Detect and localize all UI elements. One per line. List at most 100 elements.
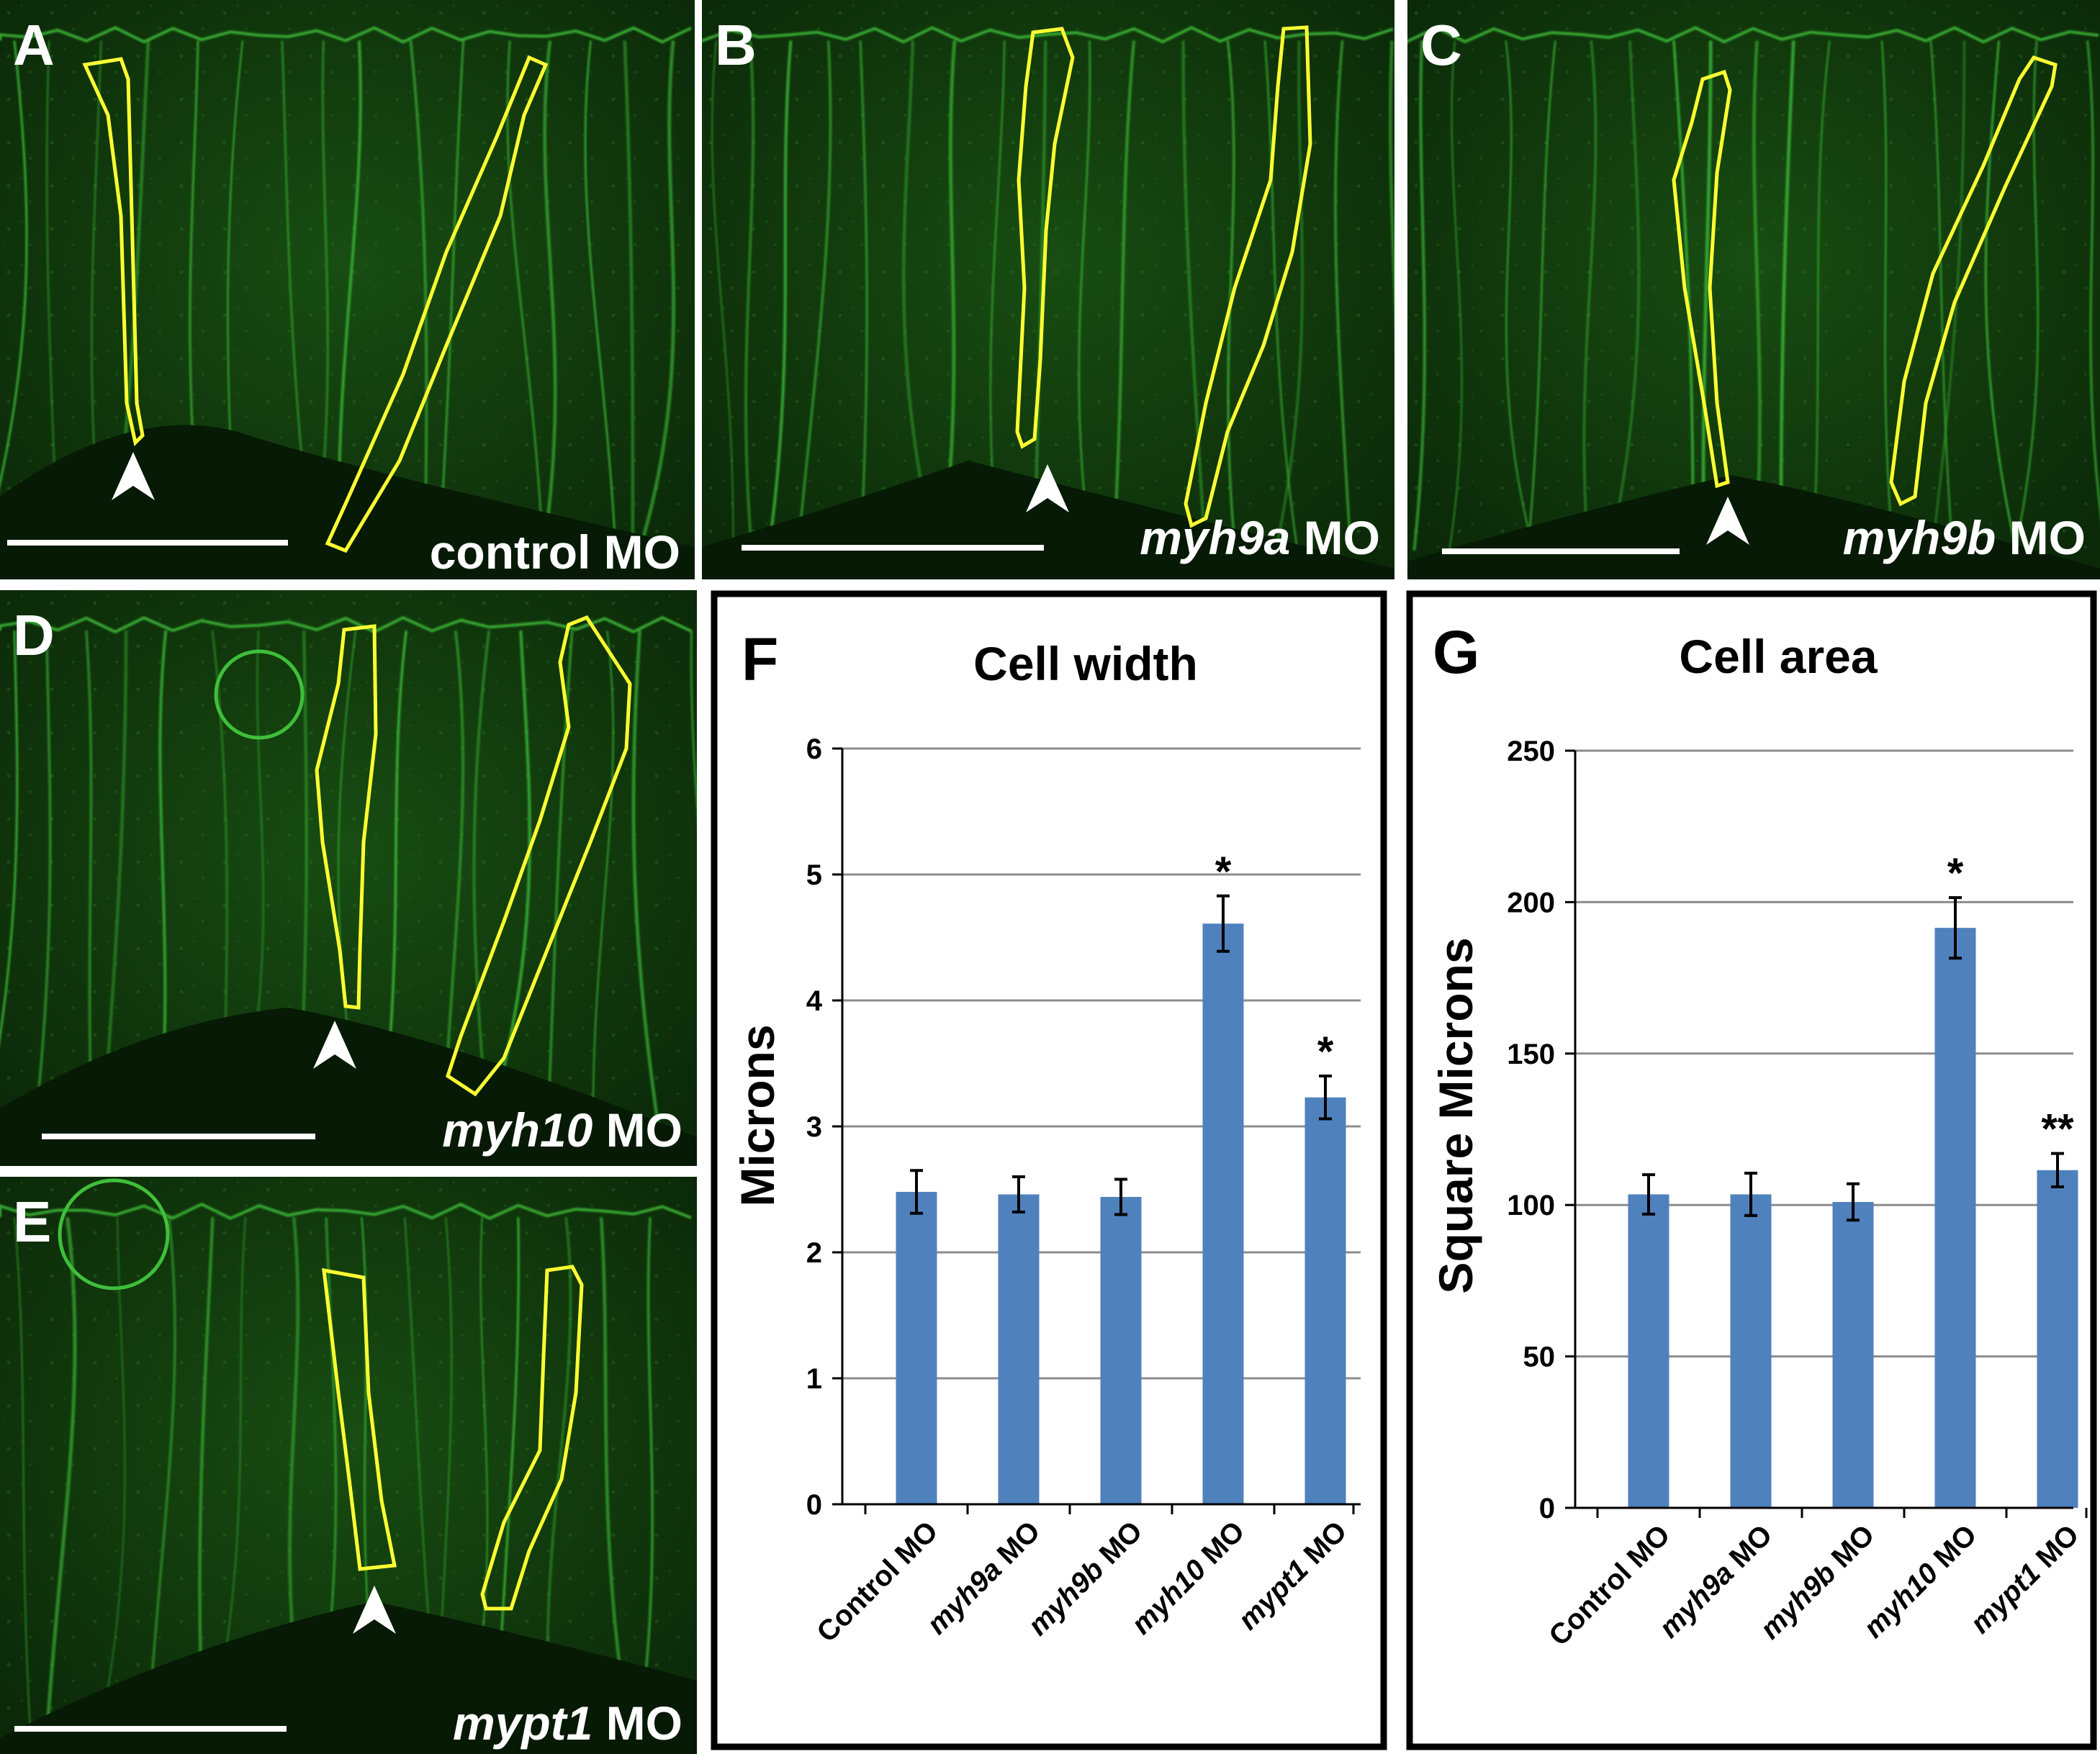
y-tick-label: 1	[806, 1363, 822, 1395]
lateral-membrane	[1448, 40, 1463, 551]
lateral-membrane	[690, 630, 697, 817]
lateral-membrane	[902, 40, 937, 551]
bar	[896, 1192, 937, 1504]
y-tick-label: 3	[806, 1111, 822, 1143]
apical-membrane	[0, 615, 692, 634]
bar	[1100, 1197, 1142, 1504]
lateral-membrane	[2086, 40, 2100, 518]
cell-outline	[1672, 69, 1732, 489]
panel-e-micrograph: E mypt1 MO	[0, 1177, 697, 1754]
bar	[1304, 1097, 1346, 1504]
lateral-membrane	[2014, 40, 2040, 551]
scale-bar	[7, 540, 288, 546]
chart-title: Cell width	[973, 637, 1198, 690]
y-tick-label: 5	[806, 859, 822, 891]
round-cell	[214, 649, 305, 740]
lateral-membrane	[623, 40, 635, 551]
significance-marker: *	[1317, 1029, 1334, 1075]
lateral-membrane	[0, 630, 19, 1044]
lateral-membrane	[45, 1216, 77, 1726]
scale-bar	[14, 1726, 287, 1732]
lateral-membrane	[546, 630, 574, 1138]
gene-name: myh10	[442, 1103, 592, 1157]
panel-condition-label: mypt1 MO	[453, 1696, 682, 1750]
bar	[998, 1194, 1040, 1504]
gene-name: myh9b	[1843, 511, 1996, 564]
y-tick-label: 0	[806, 1489, 822, 1521]
bar	[1832, 1201, 1874, 1508]
cell-membranes	[1407, 26, 2100, 551]
y-tick-label: 4	[806, 985, 823, 1017]
chart-title: Cell area	[1679, 630, 1878, 683]
significance-marker: *	[1215, 849, 1232, 895]
lateral-membrane	[147, 1216, 176, 1726]
label-suffix: MO	[592, 1103, 682, 1157]
panel-d-micrograph: D myh10 MO	[0, 590, 697, 1166]
cell-outline	[82, 57, 145, 447]
lateral-membrane	[1752, 40, 1762, 551]
lateral-membrane	[438, 40, 465, 551]
bar	[1202, 923, 1244, 1504]
panel-letter: C	[1420, 13, 1462, 77]
lateral-membrane	[1033, 40, 1047, 551]
lateral-membrane	[584, 40, 617, 551]
cell-outline	[325, 55, 549, 553]
chart-frame	[1406, 590, 2097, 1750]
significance-marker: **	[2041, 1106, 2074, 1153]
apical-dark-region	[0, 1601, 697, 1754]
lateral-membrane	[767, 40, 793, 551]
chart-panel-letter: G	[1433, 618, 1479, 686]
lateral-membrane	[631, 630, 662, 1138]
lateral-membrane	[599, 1216, 630, 1726]
lateral-membrane	[198, 1217, 215, 1725]
arrowhead-icon	[1026, 464, 1069, 512]
y-tick-label: 2	[806, 1237, 822, 1269]
cell-outline	[1015, 27, 1075, 449]
lateral-membrane	[1582, 40, 1597, 551]
significance-marker: *	[1947, 850, 1964, 897]
cell-outline	[1889, 55, 2058, 507]
lateral-membrane	[472, 630, 491, 1138]
scale-bar	[742, 545, 1044, 551]
lateral-membrane	[1181, 40, 1207, 551]
panel-letter: B	[715, 13, 757, 77]
lateral-membrane	[409, 40, 428, 551]
bar	[1628, 1194, 1669, 1508]
scale-bar	[42, 1134, 315, 1139]
apical-dark-region	[0, 1008, 697, 1166]
lateral-membrane	[1931, 40, 1965, 551]
arrowhead-icon	[112, 452, 155, 500]
arrowhead-icon	[313, 1021, 356, 1069]
lateral-membrane	[1078, 40, 1091, 551]
panel-c-micrograph: C myh9b MO	[1407, 0, 2100, 579]
lateral-membrane	[1812, 40, 1831, 551]
y-tick-label: 150	[1507, 1039, 1555, 1070]
y-tick-label: 100	[1507, 1190, 1555, 1221]
scale-bar	[1442, 548, 1680, 554]
cell-outline	[1184, 25, 1312, 528]
cell-outline	[322, 1267, 397, 1571]
lateral-membrane	[639, 1217, 654, 1726]
lateral-membrane	[1505, 40, 1535, 551]
lateral-membrane	[592, 630, 614, 1138]
chart-frame	[711, 590, 1387, 1750]
lateral-membrane	[1779, 40, 1795, 551]
lateral-membrane	[1274, 40, 1304, 551]
panel-b-micrograph: B myh9a MO	[702, 0, 1394, 579]
apical-membrane	[0, 26, 692, 44]
gene-name: mypt1	[453, 1696, 592, 1750]
cell-outline	[446, 615, 632, 1097]
panel-condition-label: control MO	[430, 525, 680, 579]
lateral-membrane	[637, 40, 676, 551]
cell-outline	[315, 624, 378, 1010]
apical-membrane	[0, 1202, 692, 1221]
chart-panel-letter: F	[742, 625, 778, 693]
panel-condition-label: myh9b MO	[1843, 511, 2086, 564]
panel-letter: D	[13, 603, 55, 667]
arrowhead-icon	[1706, 497, 1749, 545]
y-tick-label: 250	[1507, 736, 1555, 767]
cell-outline	[480, 1265, 584, 1611]
y-tick-label: 0	[1539, 1493, 1555, 1524]
label-suffix: MO	[592, 1696, 682, 1750]
